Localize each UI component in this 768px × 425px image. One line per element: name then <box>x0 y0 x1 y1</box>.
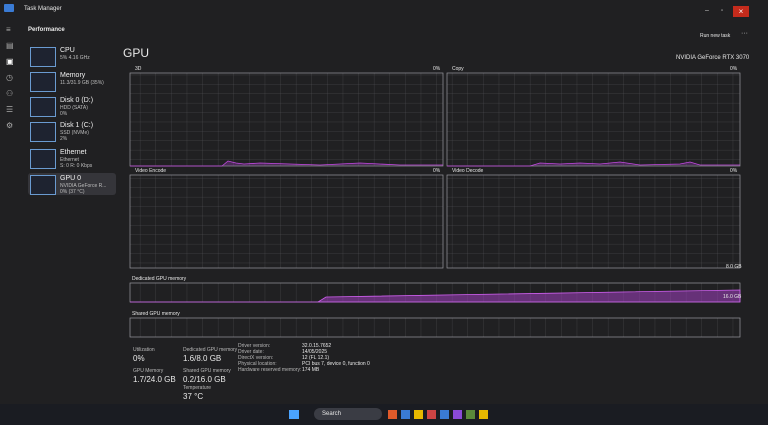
sidebar-detail: 2% <box>60 136 68 142</box>
dedicated-max: 8.0 GB <box>726 264 742 270</box>
stat-value: 0.2/16.0 GB <box>183 375 226 384</box>
info-label: DirectX version: <box>238 355 274 361</box>
graph-value: 0% <box>730 66 738 72</box>
graph-value: 0% <box>433 168 441 174</box>
info-value: PCI bus 7, device 0, function 0 <box>302 361 370 367</box>
sidebar-item[interactable]: CPU 5% 4.16 GHz <box>28 45 116 67</box>
more-button[interactable]: ··· <box>741 30 748 37</box>
taskbar: Search <box>0 404 768 425</box>
dedicated-memory-trace <box>130 289 741 303</box>
app-icon <box>4 4 14 12</box>
nav-icon[interactable]: ◷ <box>6 73 13 82</box>
graph-label: Video Decode <box>452 168 484 174</box>
graph-label: Video Encode <box>135 168 167 174</box>
search-box[interactable]: Search <box>314 408 382 420</box>
info-label: Driver date: <box>238 349 264 355</box>
sidebar-name: GPU 0 <box>60 175 82 182</box>
graph-value: 0% <box>433 66 441 72</box>
sidebar-item[interactable]: Disk 0 (D:) HDD (SATA) 0% <box>28 95 116 117</box>
nav-rail: ≡ ▤ ▣ ◷ ⚇ ☰ ⚙ <box>6 22 18 152</box>
stat-value: 0% <box>133 354 145 363</box>
start-button[interactable] <box>289 410 299 419</box>
shared-label: Shared GPU memory <box>132 311 180 317</box>
sidebar-detail: 11.3/31.9 GB (35%) <box>60 80 104 86</box>
window-title: Task Manager <box>24 6 62 12</box>
sidebar-thumbnail <box>30 72 56 92</box>
nav-icon[interactable]: ⚙ <box>6 121 14 130</box>
nav-icon[interactable]: ▤ <box>6 41 14 50</box>
graph-3d <box>129 72 444 167</box>
graph-video-encode <box>129 174 444 269</box>
sidebar-name: Disk 1 (C:) <box>60 122 94 129</box>
graph-label: Copy <box>452 66 464 72</box>
shared-max: 16.0 GB <box>723 294 742 300</box>
sidebar-detail: HDD (SATA) <box>60 105 88 111</box>
sidebar-name: CPU <box>60 47 75 54</box>
gpu-title: GPU <box>123 46 150 60</box>
graph-label: 3D <box>135 66 142 72</box>
nav-icon[interactable]: ⚇ <box>6 89 14 98</box>
sidebar-detail: Ethernet <box>60 157 79 163</box>
stat-value: 1.7/24.0 GB <box>133 375 176 384</box>
info-value: 14/05/2025 <box>302 349 328 355</box>
minimize-button[interactable]: – <box>705 7 709 14</box>
sidebar-detail: 0% <box>60 111 68 117</box>
sidebar-thumbnail <box>30 47 56 67</box>
close-button[interactable]: × <box>733 6 749 17</box>
sidebar-name: Disk 0 (D:) <box>60 97 94 104</box>
sidebar-item[interactable]: Ethernet Ethernet S: 0 R: 0 Kbps <box>28 147 116 169</box>
stat-label: GPU Memory <box>133 368 164 374</box>
sidebar-item[interactable]: GPU 0 NVIDIA GeForce R... 0% (37 °C) <box>28 173 116 195</box>
3d-usage-trace <box>130 160 443 167</box>
graph-copy <box>446 72 741 167</box>
stat-label: Utilization <box>133 347 155 353</box>
stat-label: Temperature <box>183 385 212 391</box>
sidebar-thumbnail <box>30 122 56 142</box>
sidebar-thumbnail <box>30 149 56 169</box>
nav-icon[interactable]: ☰ <box>6 105 14 114</box>
nav-icon[interactable]: ≡ <box>6 25 11 34</box>
sidebar-item[interactable]: Disk 1 (C:) SSD (NVMe) 2% <box>28 120 116 142</box>
sidebar-thumbnail <box>30 175 56 195</box>
sidebar-detail: 5% 4.16 GHz <box>60 55 90 61</box>
gpu-model: NVIDIA GeForce RTX 3070 <box>676 55 750 61</box>
shared-memory-graph <box>129 317 741 338</box>
info-value: 174 MB <box>302 367 320 373</box>
stat-label: Shared GPU memory <box>183 368 231 374</box>
copy-usage-trace <box>447 161 740 167</box>
stat-label: Dedicated GPU memory <box>183 347 238 353</box>
maximize-button[interactable]: ▫ <box>721 8 724 14</box>
run-new-task[interactable]: Run new task <box>700 33 731 39</box>
stat-value: 37 °C <box>183 392 204 401</box>
stat-value: 1.6/8.0 GB <box>183 354 222 363</box>
graph-value: 0% <box>730 168 738 174</box>
info-value: 12 (FL 12.1) <box>302 355 330 361</box>
info-value: 32.0.15.7652 <box>302 343 332 349</box>
sidebar-detail: SSD (NVMe) <box>60 130 89 136</box>
info-label: Physical location: <box>238 361 277 367</box>
sidebar-detail: S: 0 R: 0 Kbps <box>60 163 93 169</box>
taskbar-apps[interactable] <box>388 410 488 419</box>
sidebar-item[interactable]: Memory 11.3/31.9 GB (35%) <box>28 70 116 92</box>
sidebar-detail: 0% (37 °C) <box>60 189 85 195</box>
sidebar-name: Memory <box>60 72 86 79</box>
sidebar-name: Ethernet <box>60 149 87 156</box>
dedicated-label: Dedicated GPU memory <box>132 276 187 282</box>
section-title: Performance <box>28 27 65 33</box>
sidebar-thumbnail <box>30 97 56 117</box>
sidebar-detail: NVIDIA GeForce R... <box>60 183 107 189</box>
nav-icon[interactable]: ▣ <box>6 57 14 66</box>
graph-video-decode <box>446 174 741 269</box>
info-label: Driver version: <box>238 343 271 349</box>
info-label: Hardware reserved memory: <box>238 367 302 373</box>
